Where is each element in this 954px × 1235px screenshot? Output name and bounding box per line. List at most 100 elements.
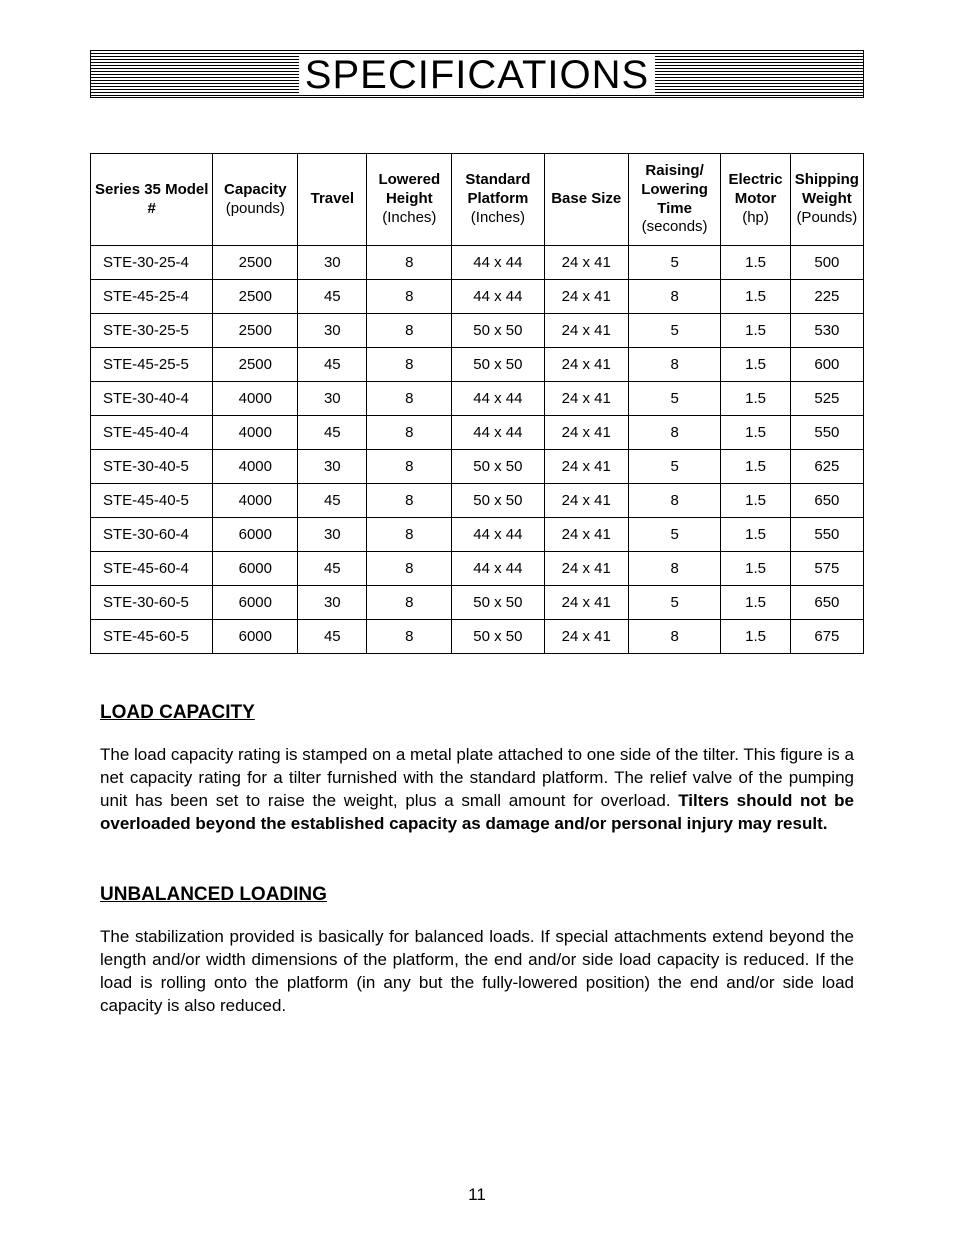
table-row: STE-30-60-4600030844 x 4424 x 4151.5550 [91, 518, 864, 552]
col-header-model: Series 35 Model # [91, 154, 213, 246]
table-cell: STE-30-40-5 [91, 450, 213, 484]
table-cell: 44 x 44 [452, 382, 544, 416]
table-cell: 530 [790, 314, 863, 348]
table-cell: 30 [298, 586, 367, 620]
table-cell: 8 [367, 382, 452, 416]
table-cell: STE-45-40-5 [91, 484, 213, 518]
table-cell: STE-45-60-4 [91, 552, 213, 586]
table-row: STE-45-60-5600045850 x 5024 x 4181.5675 [91, 620, 864, 654]
table-cell: 500 [790, 246, 863, 280]
table-header-row: Series 35 Model # Capacity(pounds) Trave… [91, 154, 864, 246]
table-cell: STE-30-25-4 [91, 246, 213, 280]
table-cell: 45 [298, 416, 367, 450]
section-unbalanced-loading: UNBALANCED LOADING The stabilization pro… [90, 884, 864, 1018]
table-cell: 650 [790, 484, 863, 518]
table-cell: 50 x 50 [452, 484, 544, 518]
table-row: STE-30-60-5600030850 x 5024 x 4151.5650 [91, 586, 864, 620]
heading-load-capacity: LOAD CAPACITY [100, 702, 854, 724]
table-cell: 45 [298, 348, 367, 382]
col-header-motor: Electric Motor(hp) [721, 154, 790, 246]
table-cell: 45 [298, 280, 367, 314]
table-cell: 24 x 41 [544, 552, 628, 586]
table-row: STE-30-40-4400030844 x 4424 x 4151.5525 [91, 382, 864, 416]
table-cell: 1.5 [721, 552, 790, 586]
table-cell: 24 x 41 [544, 484, 628, 518]
table-cell: 24 x 41 [544, 382, 628, 416]
table-cell: 8 [367, 552, 452, 586]
table-cell: 625 [790, 450, 863, 484]
table-cell: 44 x 44 [452, 518, 544, 552]
table-cell: 8 [628, 552, 720, 586]
table-cell: 1.5 [721, 314, 790, 348]
table-cell: 4000 [213, 416, 298, 450]
table-cell: 24 x 41 [544, 620, 628, 654]
table-cell: 5 [628, 314, 720, 348]
table-cell: 2500 [213, 280, 298, 314]
table-cell: 1.5 [721, 246, 790, 280]
table-row: STE-45-40-4400045844 x 4424 x 4181.5550 [91, 416, 864, 450]
table-cell: 1.5 [721, 280, 790, 314]
table-cell: 5 [628, 382, 720, 416]
paragraph-load-capacity: The load capacity rating is stamped on a… [100, 744, 854, 836]
table-cell: 8 [367, 484, 452, 518]
table-cell: 5 [628, 246, 720, 280]
table-cell: 8 [628, 620, 720, 654]
table-cell: 225 [790, 280, 863, 314]
table-row: STE-30-25-5250030850 x 5024 x 4151.5530 [91, 314, 864, 348]
table-cell: 50 x 50 [452, 450, 544, 484]
table-cell: 4000 [213, 450, 298, 484]
table-cell: 8 [367, 450, 452, 484]
col-header-travel: Travel [298, 154, 367, 246]
table-cell: 8 [367, 246, 452, 280]
table-cell: STE-30-40-4 [91, 382, 213, 416]
table-cell: 30 [298, 246, 367, 280]
table-cell: 2500 [213, 314, 298, 348]
table-cell: STE-45-40-4 [91, 416, 213, 450]
table-cell: 1.5 [721, 416, 790, 450]
table-cell: 50 x 50 [452, 620, 544, 654]
table-cell: 24 x 41 [544, 450, 628, 484]
table-row: STE-45-40-5400045850 x 5024 x 4181.5650 [91, 484, 864, 518]
table-cell: 525 [790, 382, 863, 416]
table-cell: 45 [298, 484, 367, 518]
page-number: 11 [0, 1185, 954, 1205]
table-row: STE-45-25-4250045844 x 4424 x 4181.5225 [91, 280, 864, 314]
table-cell: 1.5 [721, 518, 790, 552]
table-row: STE-30-25-4250030844 x 4424 x 4151.5500 [91, 246, 864, 280]
table-cell: 24 x 41 [544, 586, 628, 620]
table-cell: STE-30-60-5 [91, 586, 213, 620]
table-cell: 8 [628, 348, 720, 382]
table-row: STE-30-40-5400030850 x 5024 x 4151.5625 [91, 450, 864, 484]
section-load-capacity: LOAD CAPACITY The load capacity rating i… [90, 702, 864, 836]
col-header-capacity: Capacity(pounds) [213, 154, 298, 246]
table-cell: STE-45-60-5 [91, 620, 213, 654]
table-cell: 30 [298, 518, 367, 552]
table-cell: 8 [628, 416, 720, 450]
table-cell: STE-30-25-5 [91, 314, 213, 348]
table-cell: 8 [367, 348, 452, 382]
table-cell: 6000 [213, 586, 298, 620]
table-cell: 4000 [213, 484, 298, 518]
table-cell: 8 [367, 280, 452, 314]
table-cell: 1.5 [721, 348, 790, 382]
table-cell: 24 x 41 [544, 518, 628, 552]
table-cell: STE-45-25-4 [91, 280, 213, 314]
table-cell: 5 [628, 450, 720, 484]
table-cell: 1.5 [721, 450, 790, 484]
table-cell: 8 [367, 416, 452, 450]
table-cell: 24 x 41 [544, 348, 628, 382]
table-cell: 6000 [213, 552, 298, 586]
table-cell: 1.5 [721, 586, 790, 620]
table-cell: 1.5 [721, 620, 790, 654]
table-cell: 8 [628, 280, 720, 314]
heading-unbalanced: UNBALANCED LOADING [100, 884, 854, 906]
table-cell: 50 x 50 [452, 586, 544, 620]
table-cell: 600 [790, 348, 863, 382]
table-cell: 45 [298, 552, 367, 586]
table-cell: 24 x 41 [544, 246, 628, 280]
table-cell: 50 x 50 [452, 348, 544, 382]
table-cell: 24 x 41 [544, 416, 628, 450]
table-cell: 24 x 41 [544, 314, 628, 348]
table-cell: 45 [298, 620, 367, 654]
table-row: STE-45-25-5250045850 x 5024 x 4181.5600 [91, 348, 864, 382]
